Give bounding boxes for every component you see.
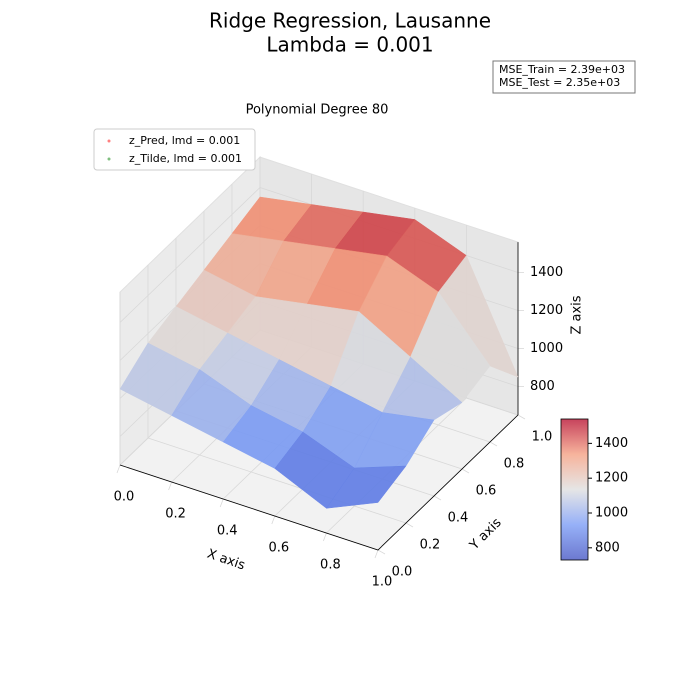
y-grid-line xyxy=(147,437,407,524)
legend-marker xyxy=(107,157,111,161)
x-tick-label: 1.0 xyxy=(372,575,393,590)
annotation: MSE_Test = 2.35e+03 xyxy=(499,76,620,89)
x-tick xyxy=(219,498,224,508)
y-tick xyxy=(433,495,442,501)
x-tick-label: 0.4 xyxy=(217,524,238,539)
z-grid-line xyxy=(119,187,261,323)
y-tick-label: 0.2 xyxy=(420,538,441,553)
legend-label: z_Tilde, lmd = 0.001 xyxy=(129,152,242,165)
chart-subtitle: Lambda = 0.001 xyxy=(266,33,433,57)
legend-box xyxy=(93,128,256,171)
labels: 0.00.20.40.60.81.00.00.20.40.60.81.08001… xyxy=(114,265,563,590)
y-tick xyxy=(405,522,414,528)
colorbar-tick-label: 1400 xyxy=(595,436,628,451)
axes-title: Polynomial Degree 80 xyxy=(246,103,389,118)
x-tick-label: 0.2 xyxy=(165,507,186,522)
y-tick-label: 0.0 xyxy=(392,565,413,580)
y-tick-label: 0.4 xyxy=(448,511,469,526)
x-tick-label: 0.0 xyxy=(114,490,135,505)
axis-line xyxy=(119,414,519,551)
x-tick xyxy=(271,515,276,525)
z-axis-label: Z axis xyxy=(570,295,585,334)
z-tick-label: 800 xyxy=(530,379,555,394)
y-tick-label: 0.8 xyxy=(504,457,525,472)
surface-cell xyxy=(325,465,407,509)
z-tick-label: 1400 xyxy=(530,265,563,280)
colorbar-tick-label: 1000 xyxy=(595,506,628,521)
y-tick-label: 1.0 xyxy=(532,430,553,445)
surface xyxy=(119,196,519,509)
chart-title: Ridge Regression, Lausanne xyxy=(209,9,491,33)
y-tick xyxy=(517,414,526,420)
x-tick-label: 0.8 xyxy=(320,558,341,573)
x-tick xyxy=(323,532,327,542)
x-tick xyxy=(168,481,172,491)
y-tick xyxy=(377,549,386,555)
annotation-box xyxy=(492,60,636,94)
z-tick-label: 1200 xyxy=(530,303,563,318)
annotation: MSE_Train = 2.39e+03 xyxy=(499,63,625,76)
colorbar xyxy=(560,418,589,561)
x-axis-label: X axis xyxy=(205,547,247,574)
y-tick xyxy=(461,468,470,474)
x-tick xyxy=(374,549,379,559)
x-tick xyxy=(116,464,121,474)
z-tick-label: 1000 xyxy=(530,341,563,356)
colorbar-tick-label: 800 xyxy=(595,540,620,555)
x-tick-label: 0.6 xyxy=(268,541,289,556)
legend-marker xyxy=(107,139,111,143)
y-tick xyxy=(489,441,498,447)
y-tick-label: 0.6 xyxy=(476,484,497,499)
y-axis-label: Y axis xyxy=(466,515,504,553)
colorbar-tick-label: 1200 xyxy=(595,471,628,486)
legend-label: z_Pred, lmd = 0.001 xyxy=(129,134,240,147)
